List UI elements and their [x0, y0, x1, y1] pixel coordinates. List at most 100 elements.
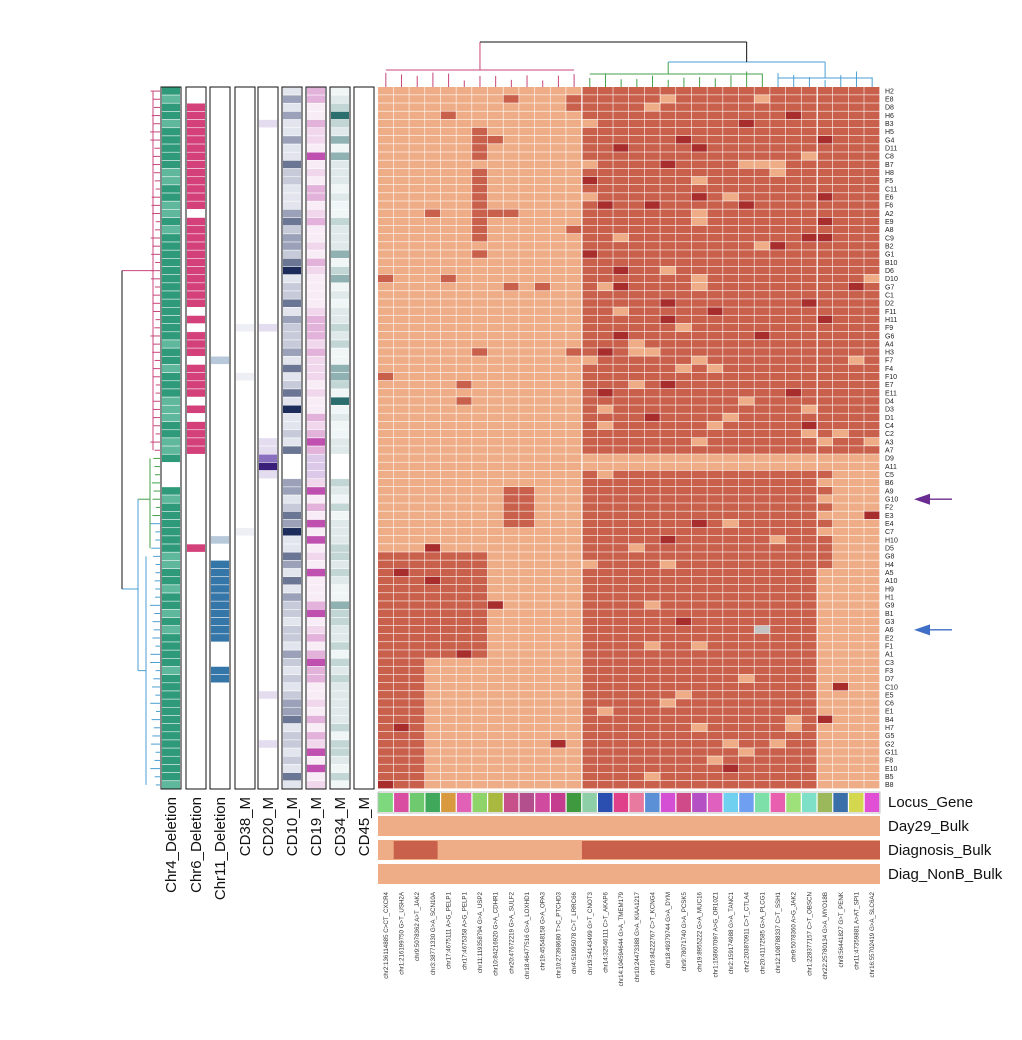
- heatmap-cell: [440, 723, 456, 732]
- heatmap-cell: [644, 568, 660, 577]
- heatmap-cell: [378, 315, 394, 324]
- heatmap-cell: [393, 666, 409, 675]
- heatmap-cell: [581, 438, 598, 446]
- annotation-bar-cell: [283, 429, 301, 438]
- heatmap-cell: [644, 748, 660, 756]
- annotation-bar-cell: [162, 691, 180, 699]
- heatmap-cell: [519, 111, 535, 120]
- annotation-bar-cell: [162, 740, 180, 748]
- heatmap-cell: [519, 748, 535, 756]
- heatmap-cell: [409, 511, 425, 520]
- heatmap-cell: [644, 323, 660, 332]
- heatmap-cell: [707, 446, 723, 454]
- row-label: D7: [885, 676, 894, 683]
- heatmap-cell: [801, 95, 817, 103]
- heatmap-cell: [503, 527, 519, 536]
- heatmap-cell: [550, 364, 566, 373]
- heatmap-cell: [644, 740, 660, 748]
- heatmap-cell: [597, 715, 613, 724]
- heatmap-cell: [644, 331, 660, 340]
- heatmap-cell: [723, 111, 739, 120]
- heatmap-cell: [660, 438, 676, 446]
- heatmap-cell: [472, 331, 488, 340]
- annotation-bar-cell: [307, 756, 325, 765]
- heatmap-cell: [613, 160, 629, 169]
- heatmap-cell: [707, 666, 723, 675]
- heatmap-cell: [597, 560, 613, 568]
- heatmap-cell: [770, 764, 786, 773]
- heatmap-cell: [738, 544, 754, 552]
- column-label: chr19:45548158 G>A_OPA3: [540, 891, 547, 970]
- heatmap-cell: [378, 756, 394, 764]
- heatmap-cell: [550, 576, 566, 585]
- heatmap-cell: [691, 772, 707, 781]
- heatmap-cell: [425, 552, 441, 560]
- heatmap-cell: [409, 707, 425, 715]
- heatmap-cell: [738, 340, 754, 348]
- heatmap-cell: [519, 764, 535, 773]
- heatmap-cell: [770, 633, 786, 642]
- heatmap-cell: [832, 658, 849, 666]
- heatmap-cell: [597, 250, 613, 258]
- heatmap-cell: [691, 462, 707, 471]
- heatmap-cell: [723, 413, 739, 422]
- heatmap-cell: [472, 674, 488, 683]
- heatmap-cell: [864, 291, 880, 299]
- heatmap-cell: [832, 486, 849, 495]
- heatmap-cell: [691, 601, 707, 609]
- heatmap-cell: [707, 87, 723, 95]
- annotation-bar-cell: [259, 438, 277, 446]
- annotation-bar-cell: [187, 446, 205, 454]
- heatmap-cell: [660, 258, 676, 266]
- annotation-bar-cell: [331, 144, 349, 152]
- heatmap-cell: [864, 201, 880, 209]
- heatmap-cell: [503, 405, 519, 413]
- annotation-bar-cell: [187, 413, 205, 422]
- annotation-bar-cell: [331, 397, 349, 405]
- heatmap-cell: [503, 748, 519, 756]
- annotation-bar-cell: [162, 152, 180, 161]
- heatmap-cell: [519, 699, 535, 707]
- heatmap-cell: [785, 642, 801, 650]
- heatmap-cell: [393, 438, 409, 446]
- heatmap-cell: [691, 242, 707, 250]
- heatmap-cell: [738, 201, 754, 209]
- heatmap-cell: [519, 576, 535, 585]
- heatmap-cell: [534, 519, 550, 528]
- annotation-bar-cell: [307, 111, 325, 120]
- heatmap-cell: [629, 519, 645, 528]
- heatmap-cell: [550, 331, 566, 340]
- annotation-bar-cell: [283, 331, 301, 340]
- heatmap-cell: [660, 413, 676, 422]
- heatmap-cell: [848, 225, 864, 234]
- heatmap-cell: [801, 274, 817, 283]
- heatmap-cell: [770, 756, 786, 764]
- heatmap-cell: [817, 380, 833, 389]
- heatmap-cell: [660, 601, 676, 609]
- heatmap-cell: [456, 658, 472, 666]
- heatmap-cell: [848, 650, 864, 658]
- annotation-bar-cell: [162, 666, 180, 675]
- heatmap-cell: [864, 242, 880, 250]
- heatmap-cell: [566, 658, 582, 666]
- heatmap-cell: [503, 764, 519, 773]
- heatmap-cell: [754, 152, 770, 160]
- row-label: F9: [885, 325, 893, 332]
- heatmap-cell: [613, 740, 629, 748]
- heatmap-cell: [409, 715, 425, 724]
- heatmap-cell: [676, 560, 692, 568]
- heatmap-cell: [472, 258, 488, 266]
- heatmap-cell: [629, 438, 645, 446]
- heatmap-cell: [691, 315, 707, 324]
- heatmap-cell: [676, 674, 692, 683]
- heatmap-cell: [644, 348, 660, 356]
- heatmap-cell: [660, 95, 676, 103]
- heatmap-cell: [676, 642, 692, 650]
- annotation-bar-cell: [331, 323, 349, 332]
- heatmap-cell: [754, 552, 770, 560]
- heatmap-cell: [676, 593, 692, 601]
- heatmap-cell: [456, 633, 472, 642]
- heatmap-cell: [770, 95, 786, 103]
- heatmap-cell: [738, 731, 754, 740]
- heatmap-cell: [738, 674, 754, 683]
